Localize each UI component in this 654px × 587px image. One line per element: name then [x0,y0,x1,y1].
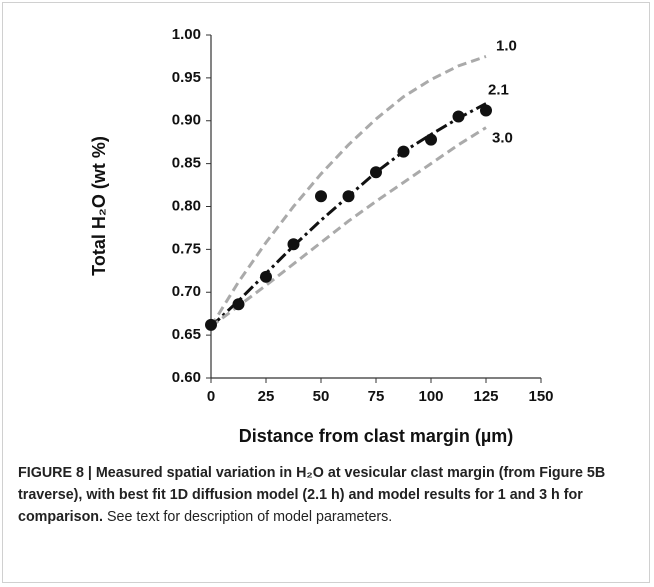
y-tick-label: 0.95 [172,69,201,86]
data-point [397,145,410,158]
data-point [287,238,300,251]
data-point [260,270,272,283]
data-point [205,318,217,331]
y-tick-label: 0.85 [172,155,201,172]
y-tick-label: 0.90 [172,112,201,129]
model-curve [210,126,487,328]
chart: Total H₂O (wt %) Distance from clast mar… [89,26,554,446]
x-axis-title: Distance from clast margin (µm) [239,426,513,446]
x-tick-label: 0 [207,388,215,405]
data-point [315,190,327,203]
x-tick-label: 150 [528,388,553,405]
data-point [480,104,492,117]
y-tick-label: 0.60 [172,369,201,386]
x-tick-label: 25 [258,388,275,405]
curve-label: 3.0 [492,130,513,147]
y-tick-label: 1.00 [172,26,201,43]
data-point [342,190,355,203]
x-tick-label: 100 [418,388,443,405]
caption-text: See text for description of model parame… [107,509,393,525]
data-point [452,110,465,123]
x-tick-label: 50 [313,388,330,405]
y-axis-title: Total H₂O (wt %) [89,136,109,276]
y-tick-label: 0.80 [172,197,201,214]
caption: FIGURE 8 | Measured spatial variation in… [18,462,636,528]
y-tick-label: 0.70 [172,283,201,300]
caption-bold: FIGURE 8 | Measured spatial variation in… [18,465,606,525]
curve-label: 2.1 [488,82,509,99]
y-tick-label: 0.65 [172,326,201,343]
model-curve [209,55,487,328]
data-point [370,166,382,179]
data-point [232,298,245,311]
x-tick-label: 75 [368,388,385,405]
data-point [425,133,437,146]
y-tick-label: 0.75 [172,240,201,257]
x-tick-label: 125 [473,388,498,405]
model-curve [209,102,487,328]
curve-label: 1.0 [496,37,517,54]
